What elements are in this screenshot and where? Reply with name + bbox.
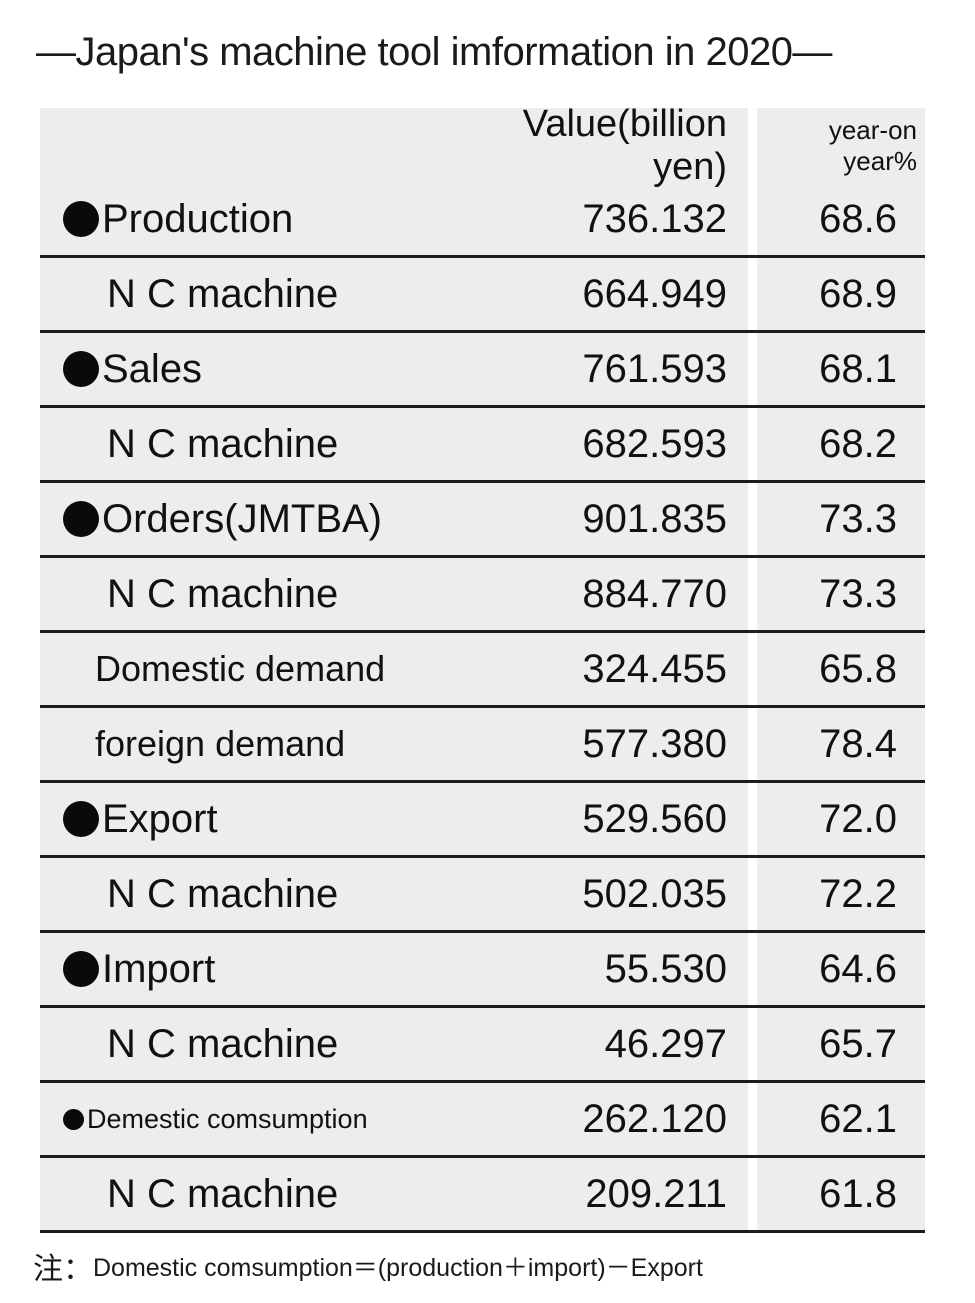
row-yoy-percent: 64.6 [819,946,897,991]
row-label: Production [40,197,460,242]
row-yoy-percent: 78.4 [819,721,897,766]
row-yoy-percent: 68.9 [819,271,897,316]
row-label: N C machine [40,272,460,317]
table-header-row: Value(billion yen) year-on year% [40,103,925,188]
row-value: 529.560 [582,796,727,841]
bullet-icon [63,501,99,537]
table-row: N C machine 46.297 65.7 [40,1008,925,1083]
row-yoy-percent: 72.0 [819,796,897,841]
machine-tool-table: Value(billion yen) year-on year% Product… [40,103,925,1233]
row-label: N C machine [40,1172,460,1217]
bullet-icon [63,801,99,837]
row-yoy-percent: 61.8 [819,1171,897,1216]
row-value: 884.770 [582,571,727,616]
row-label: foreign demand [40,723,460,765]
row-yoy-percent: 65.8 [819,646,897,691]
table-row: N C machine 209.211 61.8 [40,1158,925,1233]
table-row: N C machine 682.593 68.2 [40,408,925,483]
row-yoy-percent: 73.3 [819,571,897,616]
row-label-text: N C machine [107,1021,339,1066]
row-value: 46.297 [604,1021,727,1066]
footnote-prefix: 注： [33,1253,93,1286]
table-row: foreign demand 577.380 78.4 [40,708,925,783]
row-value: 682.593 [582,421,727,466]
row-label: Orders(JMTBA) [40,497,460,542]
row-label: Domestic demand [40,648,460,690]
bullet-icon [63,201,99,237]
row-label-text: Demestic comsumption [87,1103,368,1134]
footnote: 注： Domestic comsumption＝(production＋impo… [33,1244,933,1288]
row-value: 55.530 [604,946,727,991]
row-value: 324.455 [582,646,727,691]
row-value: 901.835 [582,496,727,541]
row-value: 761.593 [582,346,727,391]
row-label-text: N C machine [107,1171,339,1216]
row-label: N C machine [40,572,460,617]
row-value: 736.132 [582,196,727,241]
row-label: Export [40,797,460,842]
row-label-text: N C machine [107,271,339,316]
table-row: Domestic demand 324.455 65.8 [40,633,925,708]
column-divider-gap [748,108,757,1233]
row-value: 209.211 [585,1171,727,1216]
table-row: Import 55.530 64.6 [40,933,925,1008]
row-value: 262.120 [582,1096,727,1141]
row-value: 664.949 [582,271,727,316]
row-yoy-percent: 68.1 [819,346,897,391]
row-yoy-percent: 65.7 [819,1021,897,1066]
row-label-text: foreign demand [95,723,346,764]
bullet-icon [63,951,99,987]
row-label: Sales [40,347,460,392]
row-label-text: Sales [102,346,203,391]
table-row: Orders(JMTBA) 901.835 73.3 [40,483,925,558]
bullet-icon [63,351,99,387]
row-yoy-percent: 62.1 [819,1096,897,1141]
row-value: 502.035 [582,871,727,916]
row-label-text: Export [102,796,218,841]
header-yoy-column: year-on year% [828,114,917,176]
row-label: N C machine [40,872,460,917]
row-label-text: Production [102,196,294,241]
table-row: N C machine 502.035 72.2 [40,858,925,933]
row-label: N C machine [40,422,460,467]
table-row: N C machine 884.770 73.3 [40,558,925,633]
row-label: Demestic comsumption [40,1104,460,1135]
footnote-formula: Domestic comsumption＝(production＋import)… [93,1254,703,1282]
row-yoy-percent: 73.3 [819,496,897,541]
row-yoy-percent: 72.2 [819,871,897,916]
table-row: Demestic comsumption 262.120 62.1 [40,1083,925,1158]
row-yoy-percent: 68.2 [819,421,897,466]
table-rows: Value(billion yen) year-on year% Product… [40,103,925,1233]
table-row: N C machine 664.949 68.9 [40,258,925,333]
row-label-text: Orders(JMTBA) [102,496,382,541]
row-label: Import [40,947,460,992]
table-row: Export 529.560 72.0 [40,783,925,858]
table-row: Sales 761.593 68.1 [40,333,925,408]
table-row: Production 736.132 68.6 [40,183,925,258]
bullet-icon [63,1108,84,1130]
page-title: ―Japan's machine tool imformation in 202… [36,30,832,74]
row-label-text: N C machine [107,421,339,466]
row-label-text: N C machine [107,871,339,916]
header-value-column: Value(billion yen) [522,102,727,188]
row-value: 577.380 [582,721,727,766]
row-label: N C machine [40,1022,460,1067]
row-label-text: Import [102,946,216,991]
row-label-text: Domestic demand [95,648,386,689]
row-yoy-percent: 68.6 [819,196,897,241]
row-label-text: N C machine [107,571,339,616]
